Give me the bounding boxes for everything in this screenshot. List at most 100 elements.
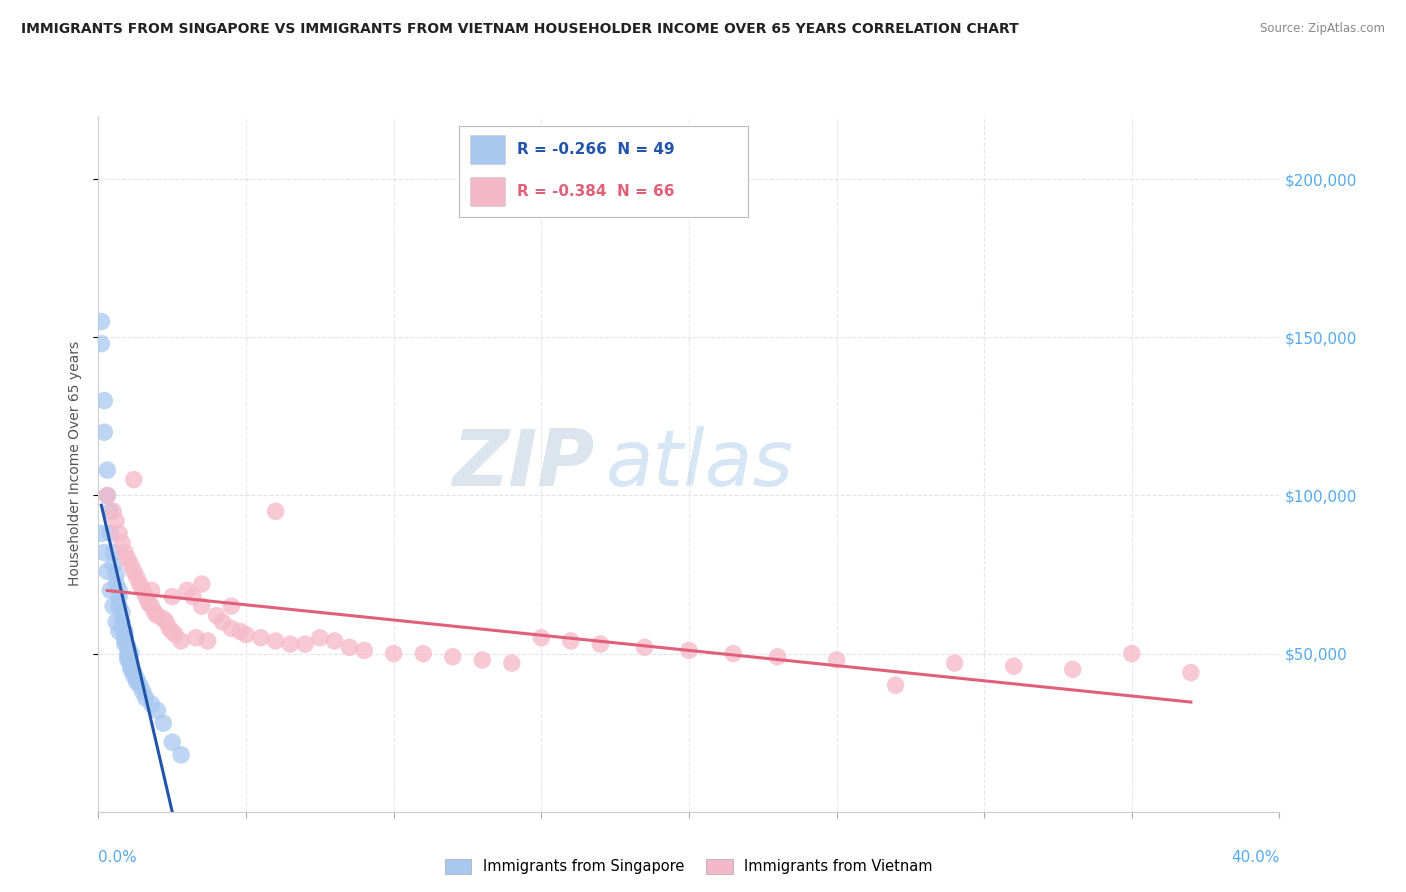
Text: atlas: atlas bbox=[606, 425, 794, 502]
Point bbox=[184, 631, 207, 645]
Point bbox=[103, 545, 125, 559]
Point bbox=[120, 659, 142, 673]
Point bbox=[229, 624, 252, 639]
Point bbox=[125, 672, 148, 686]
Point bbox=[93, 393, 115, 408]
Point bbox=[155, 615, 177, 629]
Point bbox=[170, 747, 193, 762]
Point bbox=[117, 649, 139, 664]
Point bbox=[90, 314, 112, 328]
Point bbox=[105, 514, 128, 528]
Point bbox=[120, 647, 142, 661]
Point bbox=[165, 627, 187, 641]
Point bbox=[135, 690, 157, 705]
Text: ZIP: ZIP bbox=[453, 425, 595, 502]
Point bbox=[103, 558, 125, 572]
Point bbox=[108, 526, 131, 541]
Point bbox=[128, 678, 150, 692]
Point bbox=[117, 551, 139, 566]
Point bbox=[205, 608, 228, 623]
Point bbox=[141, 583, 163, 598]
Point bbox=[117, 640, 139, 655]
Legend: Immigrants from Singapore, Immigrants from Vietnam: Immigrants from Singapore, Immigrants fr… bbox=[439, 853, 939, 880]
Point bbox=[96, 463, 118, 477]
Point bbox=[211, 615, 233, 629]
Point bbox=[105, 567, 128, 582]
Text: IMMIGRANTS FROM SINGAPORE VS IMMIGRANTS FROM VIETNAM HOUSEHOLDER INCOME OVER 65 : IMMIGRANTS FROM SINGAPORE VS IMMIGRANTS … bbox=[21, 22, 1019, 37]
Point bbox=[93, 425, 115, 440]
Point bbox=[294, 637, 316, 651]
Point bbox=[530, 631, 553, 645]
Point bbox=[103, 504, 125, 518]
Point bbox=[125, 675, 148, 690]
Point bbox=[120, 558, 142, 572]
Point bbox=[235, 627, 257, 641]
Point bbox=[122, 669, 145, 683]
Point bbox=[90, 336, 112, 351]
Point bbox=[105, 615, 128, 629]
Point bbox=[93, 545, 115, 559]
Point bbox=[98, 526, 121, 541]
Point bbox=[108, 599, 131, 614]
Point bbox=[103, 599, 125, 614]
Point bbox=[98, 583, 121, 598]
Point bbox=[633, 640, 655, 655]
Point bbox=[120, 656, 142, 670]
Point bbox=[146, 704, 169, 718]
Point bbox=[114, 634, 136, 648]
Point bbox=[96, 488, 118, 502]
Point bbox=[111, 621, 134, 635]
Point bbox=[114, 545, 136, 559]
Point bbox=[114, 637, 136, 651]
Point bbox=[943, 656, 966, 670]
Point bbox=[723, 647, 745, 661]
Point bbox=[309, 631, 332, 645]
Point bbox=[1180, 665, 1202, 680]
Point bbox=[114, 631, 136, 645]
Point bbox=[412, 647, 434, 661]
Point bbox=[191, 577, 214, 591]
Point bbox=[219, 621, 242, 635]
Point bbox=[560, 634, 582, 648]
Point bbox=[132, 583, 155, 598]
Y-axis label: Householder Income Over 65 years: Householder Income Over 65 years bbox=[69, 342, 83, 586]
Point bbox=[219, 599, 242, 614]
Point bbox=[501, 656, 523, 670]
Point bbox=[117, 647, 139, 661]
Point bbox=[98, 504, 121, 518]
Point bbox=[146, 608, 169, 623]
Point bbox=[471, 653, 494, 667]
Point bbox=[152, 612, 174, 626]
Point bbox=[96, 488, 118, 502]
Point bbox=[339, 640, 360, 655]
Point bbox=[143, 606, 166, 620]
Point bbox=[382, 647, 405, 661]
Text: Source: ZipAtlas.com: Source: ZipAtlas.com bbox=[1260, 22, 1385, 36]
Point bbox=[122, 473, 145, 487]
Point bbox=[111, 615, 134, 629]
Point bbox=[157, 621, 180, 635]
Point bbox=[162, 735, 183, 749]
Point bbox=[111, 536, 134, 550]
Point bbox=[678, 643, 700, 657]
Point bbox=[176, 583, 198, 598]
Point bbox=[353, 643, 375, 657]
Point bbox=[1062, 662, 1084, 676]
Point bbox=[1121, 647, 1143, 661]
Point bbox=[108, 590, 131, 604]
Point bbox=[105, 577, 128, 591]
Point bbox=[108, 583, 131, 598]
Point bbox=[250, 631, 273, 645]
Point bbox=[114, 624, 136, 639]
Point bbox=[125, 571, 148, 585]
Point bbox=[589, 637, 612, 651]
Point bbox=[141, 697, 163, 711]
Point bbox=[766, 649, 789, 664]
Point bbox=[323, 634, 346, 648]
Point bbox=[96, 565, 118, 579]
Point bbox=[117, 653, 139, 667]
Point bbox=[825, 653, 848, 667]
Point bbox=[1002, 659, 1025, 673]
Point bbox=[441, 649, 464, 664]
Point bbox=[152, 716, 174, 731]
